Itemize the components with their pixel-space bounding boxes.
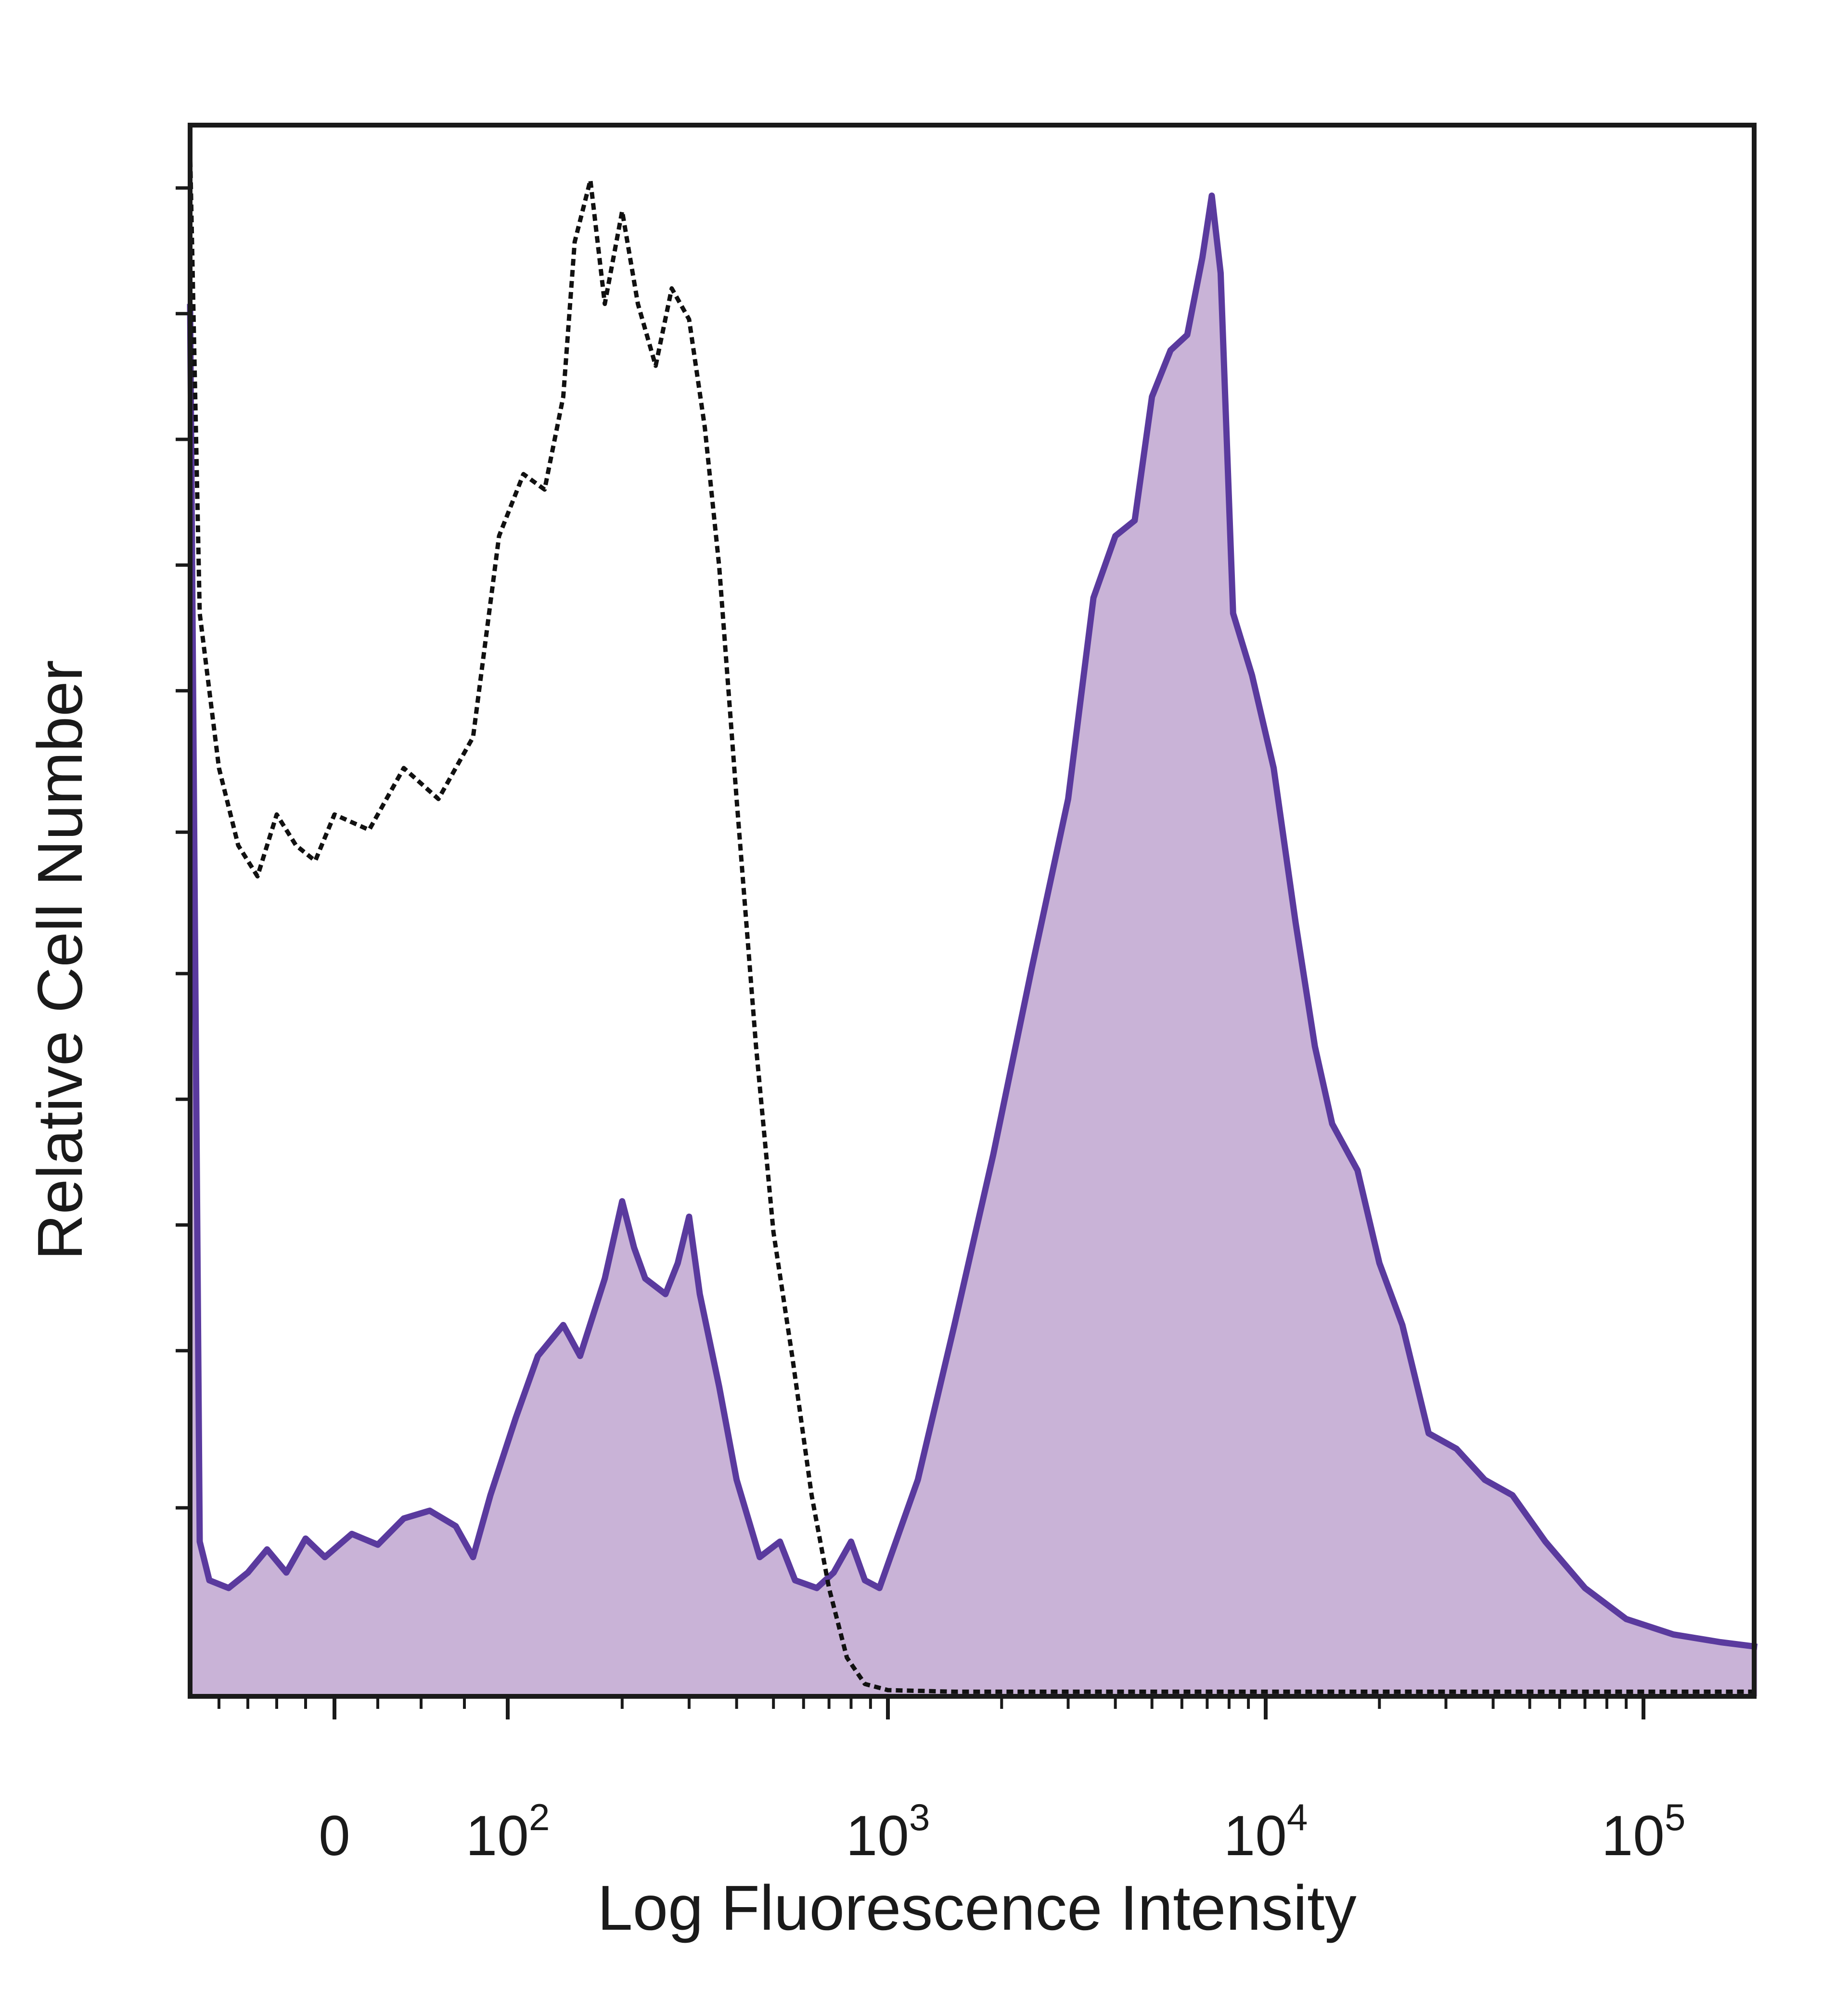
x-tick-label-3: 104 — [1224, 1796, 1308, 1868]
x-axis-label: Log Fluorescence Intensity — [597, 1872, 1357, 1943]
histogram-series-1-line — [187, 192, 1758, 1650]
plot-area — [187, 149, 1758, 1696]
x-tick-label-4: 105 — [1602, 1796, 1686, 1868]
plot-frame — [188, 123, 1757, 1699]
y-axis-label: Relative Cell Number — [25, 660, 95, 1260]
histogram-series-0-line — [188, 149, 1758, 1694]
x-tick-label-1: 102 — [466, 1796, 550, 1868]
x-tick-label-0: 0 — [319, 1804, 350, 1868]
histogram-series-1-fill — [190, 195, 1758, 1696]
x-tick-label-2: 103 — [846, 1796, 930, 1868]
